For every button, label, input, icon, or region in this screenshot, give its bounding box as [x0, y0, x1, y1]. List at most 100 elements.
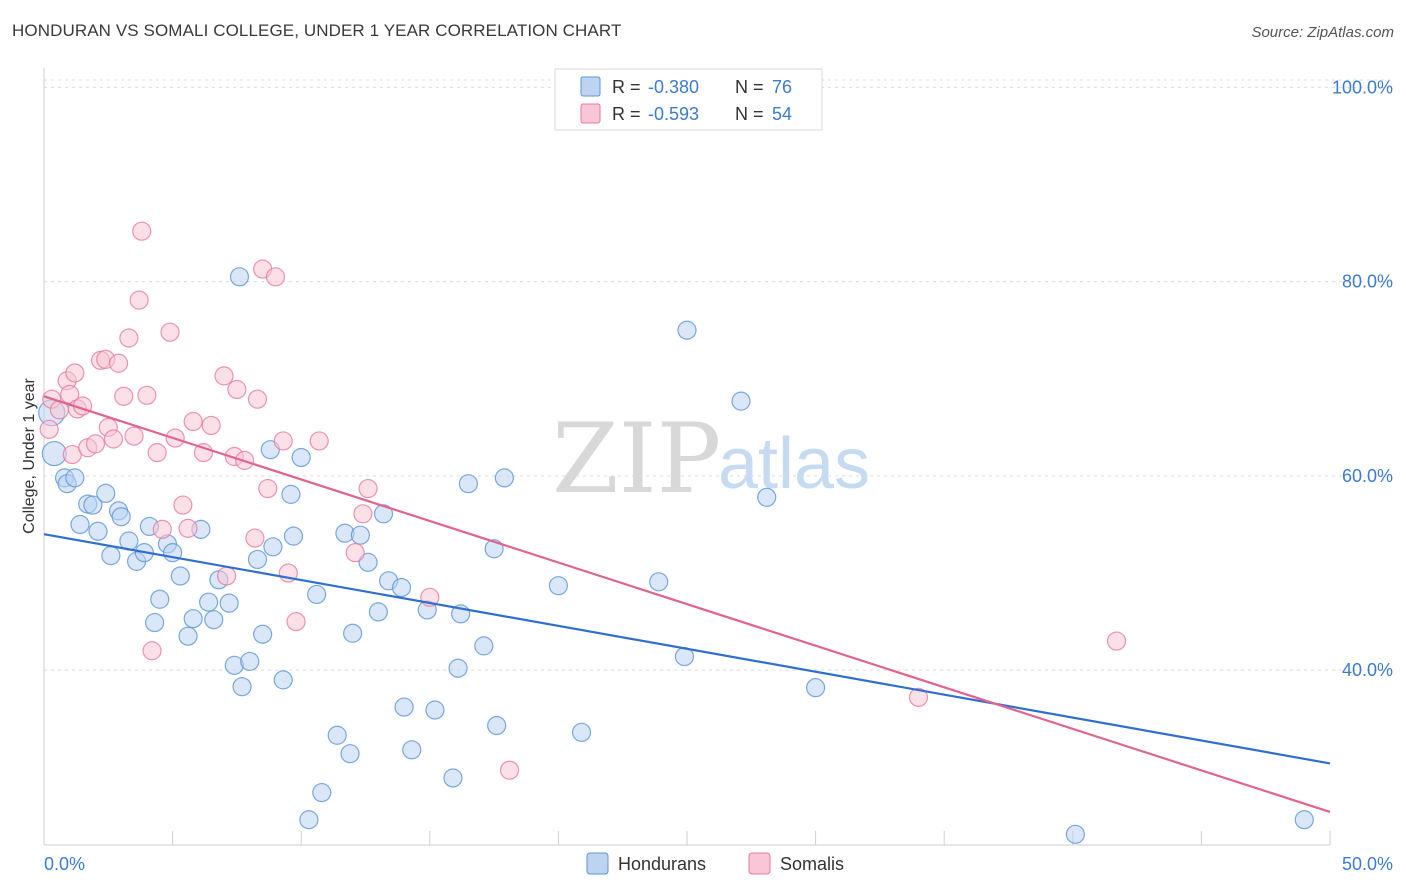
hondurans-point: [448, 658, 468, 678]
somalis-point: [286, 612, 306, 632]
legend-label-hondurans: Hondurans: [618, 854, 706, 874]
hondurans-point: [474, 636, 494, 656]
watermark: ZIP atlas: [552, 403, 870, 515]
stats-legend-r-label-0: R =: [612, 77, 641, 97]
hondurans-point: [677, 320, 697, 340]
somalis-point: [152, 519, 172, 539]
hondurans-point: [391, 578, 412, 598]
somalis-point: [358, 478, 378, 499]
hondurans-point: [731, 391, 751, 411]
watermark-atlas: atlas: [718, 424, 870, 504]
hondurans-point: [70, 514, 90, 535]
hondurans-point: [219, 593, 239, 613]
hondurans-point: [101, 545, 121, 566]
hondurans-point: [88, 521, 108, 541]
hondurans-point: [394, 697, 414, 717]
stats-legend: R = -0.380 N = 76 R = -0.593 N = 54: [554, 68, 823, 131]
hondurans-point: [183, 609, 203, 629]
hondurans-trend-line: [43, 533, 1331, 765]
hondurans-point: [494, 468, 514, 488]
hondurans-point: [144, 612, 165, 633]
hondurans-point: [571, 722, 592, 742]
hondurans-point: [253, 624, 273, 644]
somalis-point: [65, 363, 85, 383]
somalis-point: [129, 290, 149, 310]
somalis-point: [173, 495, 193, 515]
legend-swatch-somalis: [748, 852, 771, 875]
y-tick-label: 40.0%: [1342, 660, 1393, 680]
somalis-point: [103, 429, 124, 449]
hondurans-point: [805, 678, 826, 698]
somalis-point: [147, 443, 167, 463]
somalis-trend-line: [43, 395, 1331, 814]
hondurans-point: [178, 626, 198, 646]
somalis-point: [499, 760, 520, 780]
y-tick-label: 100.0%: [1332, 77, 1393, 97]
somalis-point: [119, 328, 139, 348]
stats-legend-n-label-0: N =: [735, 77, 764, 97]
hondurans-point: [307, 584, 327, 605]
chart-title: HONDURAN VS SOMALI COLLEGE, UNDER 1 YEAR…: [12, 21, 622, 40]
y-tick-label: 80.0%: [1342, 272, 1393, 292]
somalis-point: [178, 518, 198, 538]
stats-legend-r-value-1: -0.593: [648, 104, 699, 124]
x-tick-label-min: 0.0%: [44, 854, 85, 874]
x-tick-label-max: 50.0%: [1342, 854, 1393, 874]
somalis-point: [309, 431, 329, 451]
series-layer: [38, 221, 1331, 844]
x-axis-ticks: [43, 831, 1331, 845]
somalis-point: [132, 221, 152, 241]
hondurans-point: [487, 715, 507, 736]
series-hondurans: [38, 267, 1314, 844]
hondurans-point: [368, 602, 388, 622]
somalis-point: [908, 687, 929, 707]
hondurans-point: [232, 677, 252, 697]
hondurans-point: [263, 537, 283, 557]
somalis-point: [265, 267, 286, 287]
somalis-point: [193, 443, 214, 463]
watermark-zip: ZIP: [552, 403, 721, 515]
hondurans-point: [283, 526, 304, 546]
somalis-point: [137, 385, 157, 405]
hondurans-point: [204, 610, 224, 630]
hondurans-point: [170, 566, 190, 586]
somalis-point: [108, 353, 129, 373]
somalis-point: [1106, 631, 1127, 651]
hondurans-point: [150, 589, 170, 609]
somalis-point: [39, 419, 59, 439]
stats-legend-n-value-1: 54: [772, 104, 792, 124]
gridlines: [44, 79, 1393, 671]
hondurans-point: [350, 525, 370, 545]
hondurans-point: [327, 725, 347, 745]
hondurans-point: [83, 495, 103, 515]
hondurans-point: [312, 782, 332, 803]
y-axis-title: College, Under 1 year: [21, 378, 38, 534]
hondurans-point: [757, 487, 777, 507]
y-tick-label: 60.0%: [1342, 466, 1393, 486]
legend-swatch-hondurans: [586, 852, 609, 875]
series-somalis: [39, 221, 1127, 780]
hondurans-point: [199, 592, 219, 612]
hondurans-point: [443, 768, 463, 788]
somalis-point: [258, 478, 278, 499]
somalis-point: [201, 415, 221, 436]
hondurans-point: [1294, 810, 1314, 830]
hondurans-point: [65, 468, 85, 488]
hondurans-point: [111, 507, 131, 527]
hondurans-point: [281, 484, 301, 504]
stats-legend-n-label-1: N =: [735, 104, 764, 124]
hondurans-point: [343, 623, 363, 643]
hondurans-point: [96, 483, 116, 504]
hondurans-point: [458, 474, 478, 494]
hondurans-point: [548, 576, 569, 596]
stats-legend-swatch-somalis: [580, 103, 601, 124]
hondurans-point: [425, 700, 445, 720]
stats-legend-swatch-hondurans: [580, 76, 601, 97]
somalis-point: [142, 641, 162, 661]
hondurans-point: [373, 504, 394, 524]
source-credit: Source: ZipAtlas.com: [1251, 24, 1394, 41]
somalis-point: [183, 411, 203, 432]
somalis-point: [227, 379, 247, 400]
hondurans-point: [229, 267, 250, 287]
